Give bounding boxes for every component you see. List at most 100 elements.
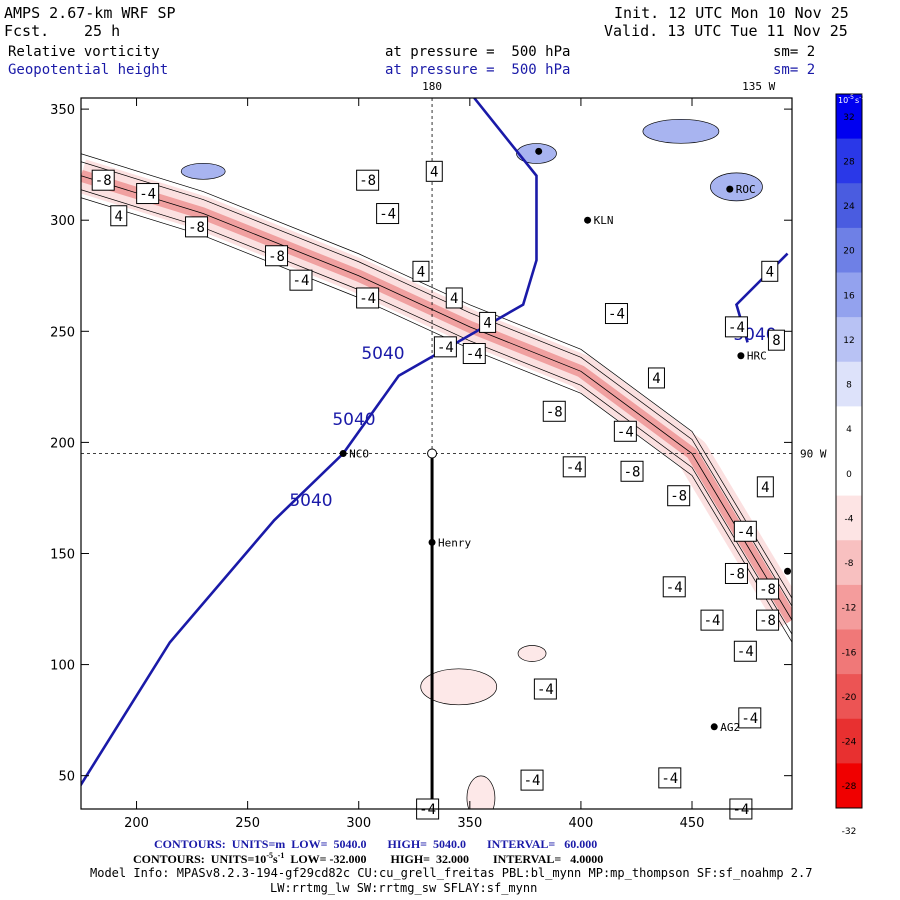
contour-label-box [667,485,691,507]
colorbar-segment [836,227,862,273]
y-tick-label: 200 [50,436,75,451]
contour-label-box [533,678,557,700]
contour-label: -4 [466,347,483,363]
contour-label: -4 [293,273,310,289]
contour-label: -8 [359,173,376,189]
station-marker [535,147,543,155]
contour-label: 4 [761,480,769,496]
station-label: HRC [747,350,767,363]
contour-label: 4 [652,371,660,387]
contour-label: -8 [759,582,776,598]
fcst-value: 25 h [84,22,121,40]
station-marker [737,352,745,360]
footer-height-contours: CONTOURS: UNITS=m LOW= 5040.0 HIGH= 5040… [154,837,598,851]
colorbar-tick-label: 12 [843,336,854,346]
contour-label-box [289,269,313,291]
colorbar-segment [836,451,862,497]
station-label: KLN [594,214,614,227]
footer-vorticity-contours: CONTOURS: UNITS=10-5s-1 LOW= -32.000 HIG… [133,852,603,866]
station-label: AG2 [720,721,740,734]
contour-label-box [724,316,748,338]
y-tick-label: 100 [50,659,75,674]
colorbar-segment [836,540,862,586]
contour-label: -8 [728,566,745,582]
init-time: Init. 12 UTC Mon 10 Nov 25 [614,4,849,22]
y-tick-label: 350 [50,103,75,118]
contour-label: -4 [617,424,634,440]
x-tick-label: 250 [235,816,260,831]
meridian-label: 90 W [800,448,827,461]
contour-label: 4 [417,264,425,280]
contour-label-box [376,203,400,225]
footer-vort-units-s: s [272,852,278,866]
station-marker [584,216,592,224]
station-label: Henry [438,536,471,549]
contour-label-box [756,609,780,631]
contour-label: -4 [728,320,745,336]
vorticity-contour-line [81,197,792,643]
contour-label: -4 [359,291,376,307]
cross-section-start-marker [427,448,438,459]
contour-label-box [756,578,780,600]
contour-label-box [562,456,586,478]
field2-smooth: sm= 2 [773,62,816,78]
colorbar-segment [836,718,862,764]
negative-vorticity-patch [420,668,498,706]
field1-level: at pressure = 500 hPa [385,44,571,60]
height-contour-label: 5040 [289,491,332,511]
contour-label-box [767,329,785,351]
contour-label: -4 [437,340,454,356]
contour-label-box [91,169,115,191]
colorbar-tick-label: 24 [843,202,855,212]
contour-label-box [479,311,497,333]
x-tick-label: 350 [457,816,482,831]
colorbar-segment [836,94,862,140]
colorbar-tick-label: -28 [842,782,857,792]
colorbar-segment [836,629,862,675]
contour-label: -4 [524,773,541,789]
contour-label-box [662,576,686,598]
contour-label-box [658,767,682,789]
station-marker [710,723,718,731]
field1-name: Relative vorticity [8,44,160,60]
contour-label-box [733,640,757,662]
fcst-label: Fcst. [4,22,50,40]
contour-label-box [136,183,160,205]
meridian-label: 180 [422,80,442,93]
contour-label: -4 [661,771,678,787]
contour-label: -4 [737,524,754,540]
contour-label-box [356,169,380,191]
contour-label: -4 [737,644,754,660]
contour-label-box [647,367,665,389]
field2-name: Geopotential height [8,62,169,78]
field1-smooth: sm= 2 [773,44,816,60]
colorbar-units: 10 [838,96,848,105]
field2-level: at pressure = 500 hPa [385,62,571,78]
colorbar-segment [836,272,862,318]
contour-label-box [445,287,463,309]
colorbar-segment [836,584,862,630]
colorbar-segment [836,317,862,363]
contour-label: -4 [608,307,625,323]
colorbar-segment [836,674,862,720]
contour-label: -8 [268,249,285,265]
vorticity-contour-line [81,189,792,635]
vorticity-contour-line [81,153,792,599]
contour-label: -8 [670,489,687,505]
colorbar-segment [836,183,862,229]
negative-vorticity-patch [517,645,547,662]
contour-label: -4 [704,613,721,629]
contour-label-box [462,343,486,365]
contour-label-box [738,707,762,729]
colorbar-segment [836,763,862,809]
contour-label: -4 [379,207,396,223]
colorbar-tick-label: -16 [842,648,857,658]
station-label: NCO [349,448,369,461]
contour-label: 4 [115,209,123,225]
contour-label-box [733,520,757,542]
vorticity-band-outer [81,159,792,629]
positive-vorticity-patch [180,162,226,180]
vorticity-contour-line [81,161,792,607]
contour-label: 8 [772,333,780,349]
